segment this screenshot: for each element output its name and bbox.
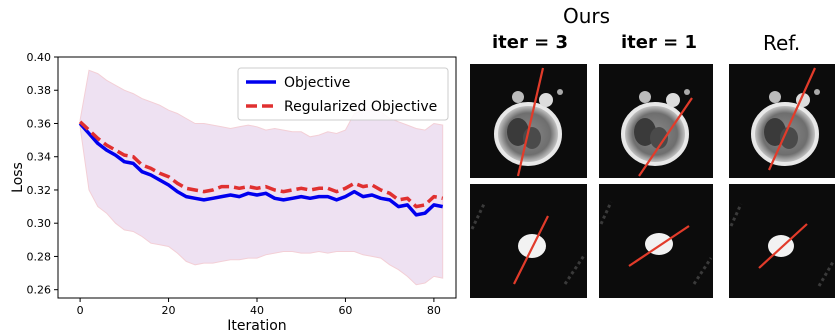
column-title-iter-3: iter = 3 <box>492 32 568 53</box>
x-tick-label: 80 <box>427 304 441 317</box>
x-tick-label: 0 <box>77 304 84 317</box>
y-tick-label: 0.28 <box>27 250 52 263</box>
series-line-objective <box>78 122 444 217</box>
legend-label: Regularized Objective <box>284 99 437 115</box>
orientation-line <box>638 97 693 177</box>
y-tick-label: 0.26 <box>27 284 52 297</box>
orientation-line <box>516 67 545 177</box>
loss-chart: 0 20 40 60 80 0.26 0.28 0.30 0.32 0.34 0.36 0.38 0.4… <box>10 51 457 333</box>
x-tick-label: 20 <box>162 304 176 317</box>
orientation-line <box>513 215 549 285</box>
orientation-line <box>628 225 690 267</box>
orientation-line <box>767 67 817 171</box>
y-tick-label: 0.40 <box>27 51 52 64</box>
x-axis-label: Iteration <box>227 318 286 333</box>
ct-image-row1-ref <box>729 64 835 178</box>
y-tick-label: 0.38 <box>27 84 52 97</box>
series-line-regularized-objective <box>78 120 444 209</box>
ct-image-row2-ref <box>729 184 835 298</box>
ours-title: Ours <box>563 4 611 28</box>
orientation-line <box>758 223 808 269</box>
legend-label: Objective <box>284 75 350 91</box>
y-axis-label: Loss <box>10 162 26 193</box>
y-tick-label: 0.34 <box>27 151 52 164</box>
ct-image-row2-iter1 <box>599 184 713 298</box>
confidence-band <box>79 69 444 286</box>
y-tick-label: 0.32 <box>27 184 52 197</box>
ct-image-row1-iter3 <box>470 64 587 178</box>
y-tick-label: 0.36 <box>27 117 52 130</box>
legend-box <box>237 67 449 121</box>
ct-image-row2-iter3 <box>470 184 587 298</box>
x-tick-label: 60 <box>338 304 352 317</box>
column-title-ref: Ref. <box>763 31 801 55</box>
y-tick-label: 0.30 <box>27 217 52 230</box>
column-title-iter-1: iter = 1 <box>621 32 697 53</box>
x-tick-label: 40 <box>250 304 264 317</box>
ct-image-row1-iter1 <box>599 64 713 178</box>
